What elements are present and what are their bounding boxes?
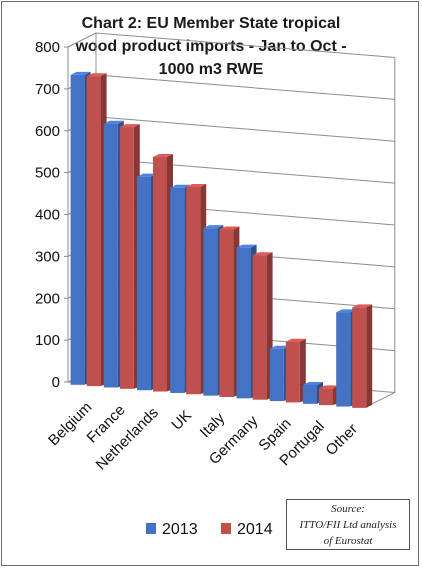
bars <box>70 71 373 408</box>
bar-top <box>352 304 373 308</box>
bar-front <box>219 229 234 397</box>
bar-front <box>186 186 201 395</box>
x-tick-label-belgium: Belgium <box>45 399 95 449</box>
bar-front <box>252 255 267 400</box>
chart-title-line-1: Chart 2: EU Member State tropical <box>81 15 341 32</box>
y-tick-label: 600 <box>35 123 60 140</box>
y-tick-label: 200 <box>35 290 60 307</box>
y-tick-label: 800 <box>35 39 60 56</box>
bar-top <box>236 244 257 248</box>
bar-front <box>86 76 101 387</box>
bar-top <box>319 385 339 389</box>
bar-2014-other <box>352 304 373 408</box>
bar-side <box>366 304 373 408</box>
bar-front <box>203 228 218 396</box>
bar-front <box>285 341 300 403</box>
bar-2014-uk <box>186 183 207 395</box>
bar-2014-portugal <box>319 385 339 406</box>
bar-front <box>336 312 351 407</box>
chart-title: Chart 2: EU Member State tropical wood p… <box>30 12 392 81</box>
legend-swatch-2014 <box>221 523 231 534</box>
bar-top <box>153 154 173 158</box>
bar-top <box>269 345 290 349</box>
y-tick-label: 700 <box>35 81 60 98</box>
bar-top <box>170 184 191 188</box>
bar-top <box>186 183 207 187</box>
bar-front <box>269 348 284 402</box>
legend-label-2013: 2013 <box>162 521 198 538</box>
bar-top <box>252 252 273 256</box>
bar-top <box>70 71 91 75</box>
bar-front <box>153 157 167 392</box>
bar-front <box>103 123 118 388</box>
y-axis-ticks: 0 100 200 300 400 500 600 700 800 <box>35 39 68 391</box>
bar-top <box>203 225 224 229</box>
gridline-800 <box>67 32 395 58</box>
source-line-3: of Eurostat <box>323 535 373 547</box>
bar-top <box>336 309 357 313</box>
y-tick-label: 400 <box>35 207 60 224</box>
bar-front <box>303 384 317 404</box>
bar-2014-belgium <box>86 73 107 387</box>
bar-top <box>137 173 157 177</box>
bar-front <box>137 176 151 391</box>
y-tick-label: 100 <box>35 332 60 349</box>
source-line-2: ITTO/FII Ltd analysis <box>299 519 397 531</box>
bar-top <box>303 381 323 385</box>
source-box: Source: ITTO/FII Ltd analysis of Eurosta… <box>286 499 410 550</box>
y-tick-label: 300 <box>35 248 60 265</box>
bar-front <box>119 127 134 389</box>
y-tick-label: 0 <box>52 374 60 391</box>
bar-top <box>219 226 240 230</box>
bar-2014-france <box>119 124 140 389</box>
bar-front <box>70 74 85 385</box>
chart-title-line-2: wood product imports - Jan to Oct - <box>75 38 347 55</box>
bar-2014-netherlands <box>153 154 173 392</box>
gridline-700 <box>67 74 395 100</box>
x-tick-label-other: Other <box>322 421 361 460</box>
x-tick-label-italy: Italy <box>197 409 229 441</box>
legend: 2013 2014 <box>146 521 273 538</box>
bar-front <box>170 187 185 393</box>
y-tick-label: 500 <box>35 165 60 182</box>
x-tick-label-uk: UK <box>168 407 195 434</box>
bar-top <box>86 73 107 77</box>
bar-top <box>285 338 306 342</box>
legend-label-2014: 2014 <box>237 521 273 538</box>
legend-swatch-2013 <box>146 523 156 534</box>
bar-top <box>119 124 140 128</box>
chart-title-line-3: 1000 m3 RWE <box>158 61 264 78</box>
bar-front <box>352 307 367 408</box>
bar-top <box>103 120 124 124</box>
bar-2014-italy <box>219 226 240 397</box>
bar-2014-spain <box>285 338 306 403</box>
bar-front <box>319 388 333 406</box>
bar-front <box>236 247 251 399</box>
source-line-1: Source: <box>331 503 365 515</box>
bar-2014-germany <box>252 252 273 400</box>
